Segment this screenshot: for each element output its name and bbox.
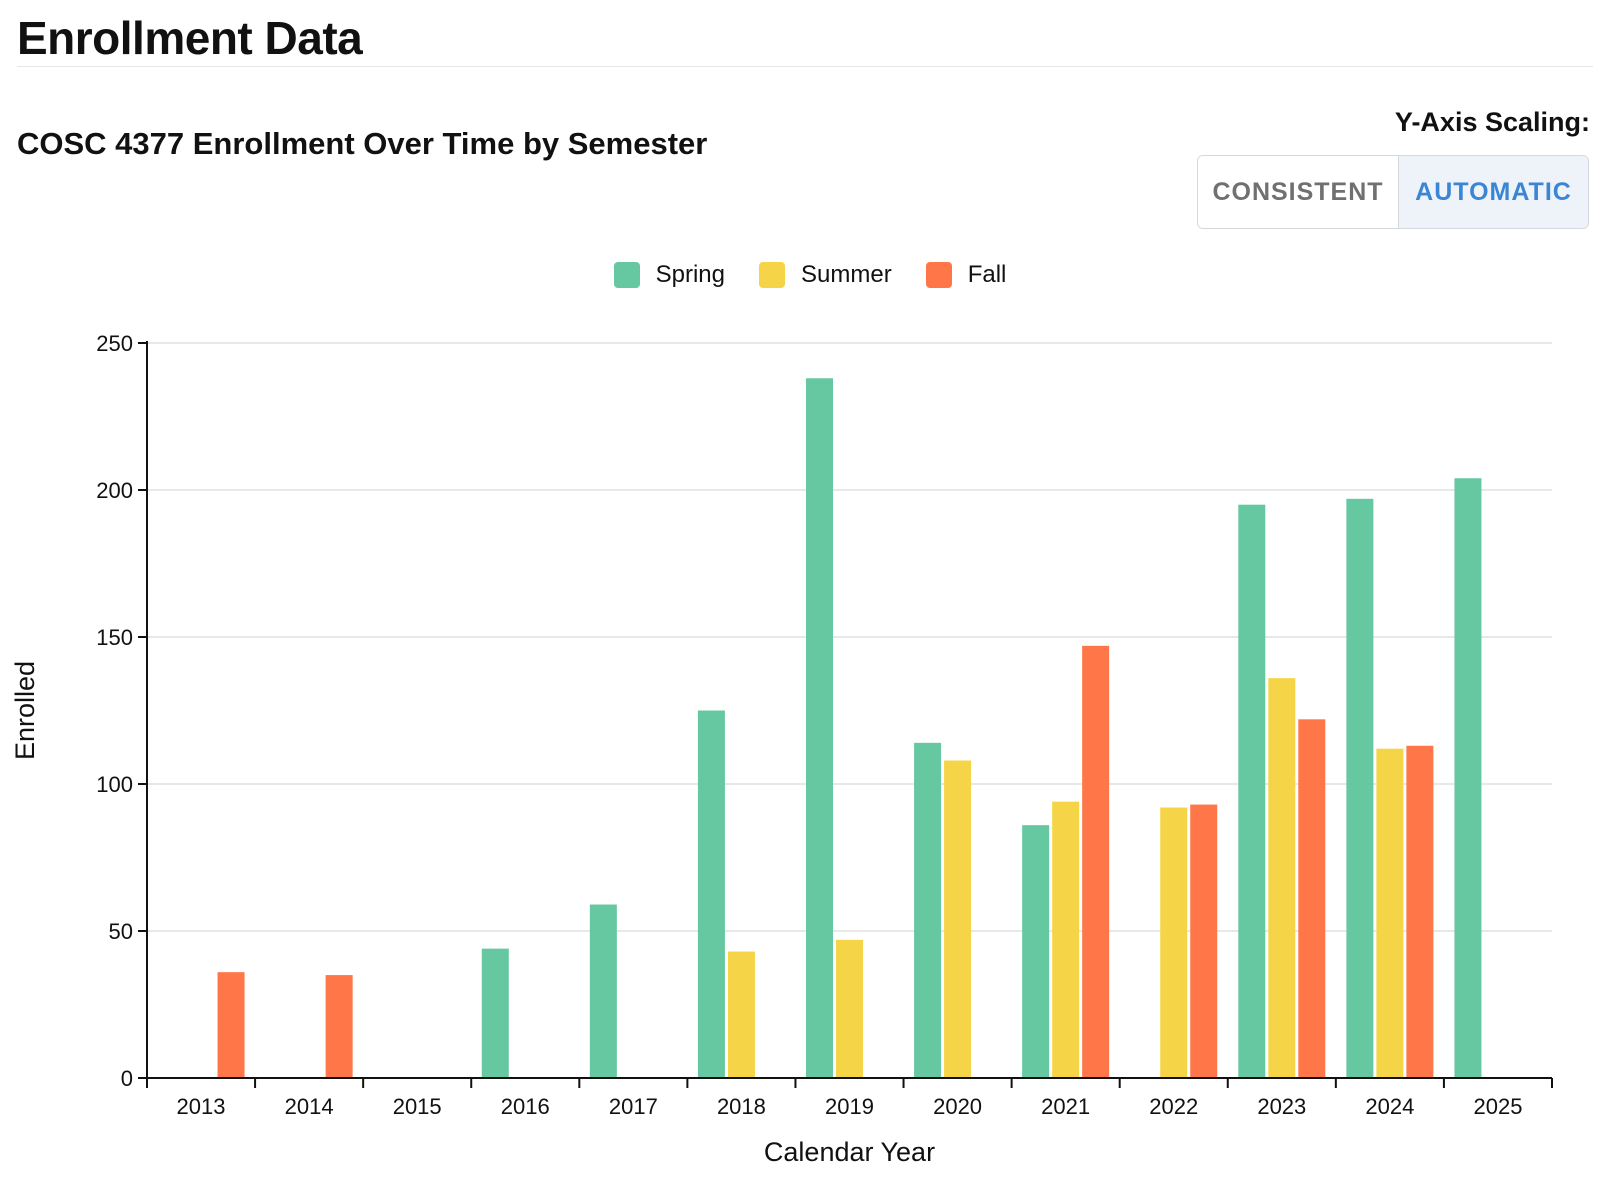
bar-summer-2020[interactable] <box>944 760 972 1078</box>
legend-label-summer: Summer <box>801 261 892 288</box>
x-tick-label: 2015 <box>393 1094 442 1119</box>
bars <box>217 378 1482 1079</box>
x-tick-label: 2024 <box>1365 1094 1414 1119</box>
bar-summer-2023[interactable] <box>1268 678 1296 1078</box>
y-axis-scaling-toggle: CONSISTENT AUTOMATIC <box>1197 155 1589 229</box>
x-axis-label: Calendar Year <box>764 1137 935 1167</box>
x-tick-label: 2020 <box>933 1094 982 1119</box>
bar-fall-2024[interactable] <box>1406 745 1434 1078</box>
y-tick-label: 250 <box>96 331 133 356</box>
legend-swatch-summer <box>759 262 785 288</box>
y-axis-scaling-label: Y-Axis Scaling: <box>1394 107 1590 137</box>
legend-item-summer[interactable]: Summer <box>759 258 892 292</box>
y-axis-label: Enrolled <box>10 661 40 760</box>
consistent-scaling-button[interactable]: CONSISTENT <box>1198 156 1399 228</box>
chart-title: COSC 4377 Enrollment Over Time by Semest… <box>17 126 708 161</box>
bar-summer-2024[interactable] <box>1376 748 1404 1078</box>
legend-item-fall[interactable]: Fall <box>925 258 1007 292</box>
bar-summer-2019[interactable] <box>836 939 863 1078</box>
x-tick-label: 2013 <box>177 1094 226 1119</box>
y-tick-label: 0 <box>121 1066 133 1091</box>
x-tick-label: 2021 <box>1041 1094 1090 1119</box>
bar-fall-2013[interactable] <box>217 972 245 1078</box>
legend-item-spring[interactable]: Spring <box>613 258 725 292</box>
legend-label-spring: Spring <box>655 261 725 288</box>
page-title: Enrollment Data <box>17 12 363 64</box>
x-tick-label: 2023 <box>1257 1094 1306 1119</box>
legend-label-fall: Fall <box>967 261 1007 288</box>
automatic-scaling-button[interactable]: AUTOMATIC <box>1399 156 1588 228</box>
bar-spring-2021[interactable] <box>1022 825 1050 1078</box>
legend-swatch-fall <box>925 262 952 288</box>
bar-spring-2017[interactable] <box>589 904 617 1078</box>
x-tick-label: 2017 <box>609 1094 658 1119</box>
bar-spring-2019[interactable] <box>806 378 833 1078</box>
x-tick-label: 2019 <box>825 1094 874 1119</box>
bar-fall-2023[interactable] <box>1298 719 1326 1078</box>
legend-swatch-spring <box>613 262 640 288</box>
title-divider <box>17 66 1593 67</box>
bar-spring-2025[interactable] <box>1454 478 1482 1078</box>
y-tick-label: 150 <box>96 625 133 650</box>
x-tick-label: 2025 <box>1473 1094 1522 1119</box>
bar-spring-2024[interactable] <box>1346 498 1374 1078</box>
x-tick-label: 2016 <box>501 1094 550 1119</box>
bar-summer-2022[interactable] <box>1160 807 1188 1078</box>
y-tick-label: 100 <box>96 772 133 797</box>
bar-summer-2021[interactable] <box>1052 801 1080 1078</box>
x-tick-label: 2022 <box>1149 1094 1198 1119</box>
x-tick-label: 2018 <box>717 1094 766 1119</box>
bar-spring-2020[interactable] <box>914 742 942 1078</box>
grid-lines <box>147 342 1552 932</box>
axes: 0 50 100 150 200 250 2013 2014 2015 2016 2017 2018 2… <box>96 331 1553 1119</box>
bar-summer-2018[interactable] <box>727 951 755 1078</box>
x-tick-label: 2014 <box>285 1094 334 1119</box>
y-tick-label: 50 <box>109 919 133 944</box>
bar-fall-2014[interactable] <box>325 975 353 1078</box>
chart-legend: Spring Summer Fall <box>0 258 1610 292</box>
bar-fall-2022[interactable] <box>1190 804 1218 1078</box>
bar-spring-2016[interactable] <box>481 948 509 1078</box>
bar-fall-2021[interactable] <box>1082 645 1110 1078</box>
y-tick-label: 200 <box>96 478 133 503</box>
bar-spring-2023[interactable] <box>1238 504 1266 1078</box>
bar-spring-2018[interactable] <box>697 710 725 1079</box>
